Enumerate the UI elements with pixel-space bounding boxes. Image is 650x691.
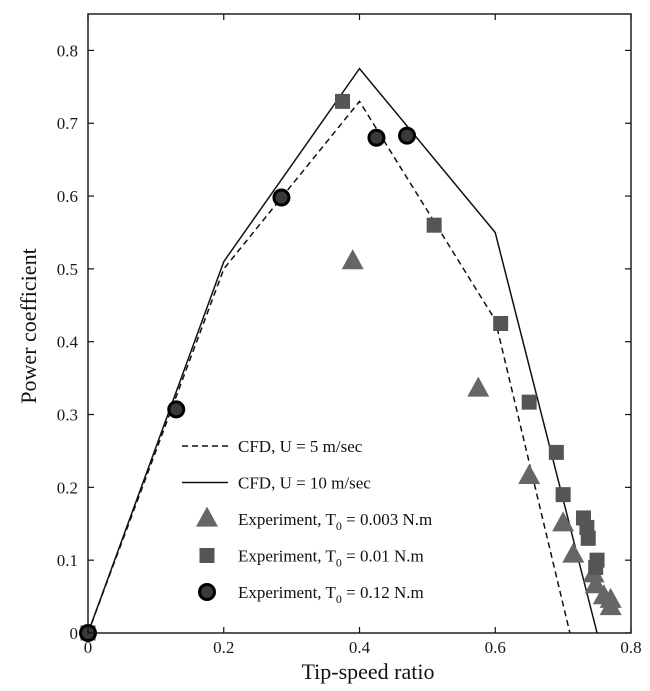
legend-label: CFD, U = 5 m/sec xyxy=(238,437,363,456)
experiment-series-triangle xyxy=(341,249,622,616)
y-axis-title: Power coefficient xyxy=(16,248,41,403)
plot-series xyxy=(79,67,622,642)
x-tick-labels: 0 0.2 0.4 0.6 0.8 xyxy=(84,638,642,657)
plot-frame xyxy=(87,13,632,634)
data-point-square xyxy=(426,217,442,233)
data-point-triangle xyxy=(518,464,541,485)
data-point-square xyxy=(555,487,571,503)
x-tick-label: 0.4 xyxy=(349,638,371,657)
y-tick-label: 0.5 xyxy=(57,260,78,279)
y-tick-label: 0.2 xyxy=(57,478,78,497)
legend-entry: Experiment, T0 = 0.003 N.m xyxy=(196,506,432,533)
legend-entry: Experiment, T0 = 0.01 N.m xyxy=(199,547,424,570)
y-tick-label: 0.8 xyxy=(57,41,78,60)
data-point-triangle xyxy=(584,573,607,594)
data-point-square xyxy=(548,444,564,460)
legend-entry: CFD, U = 5 m/sec xyxy=(182,437,363,456)
legend-label: CFD, U = 10 m/sec xyxy=(238,474,371,493)
legend-entry: CFD, U = 10 m/sec xyxy=(182,474,371,493)
data-point-circle xyxy=(167,400,186,419)
y-tick-labels: 0 0.1 0.2 0.3 0.4 0.5 0.6 0.7 0.8 xyxy=(57,41,79,643)
legend-swatch xyxy=(196,506,218,527)
x-tick-label: 0.6 xyxy=(485,638,506,657)
axis-ticks xyxy=(87,14,632,634)
data-point-triangle xyxy=(467,376,490,397)
data-point-triangle xyxy=(341,249,364,270)
legend-label: Experiment, T0 = 0.12 N.m xyxy=(238,583,424,606)
data-point-square xyxy=(588,559,604,575)
y-tick-label: 0 xyxy=(70,624,79,643)
data-point-square xyxy=(335,93,351,109)
legend-label: Experiment, T0 = 0.003 N.m xyxy=(238,510,432,533)
x-tick-label: 0 xyxy=(84,638,93,657)
cfd-10ms-line xyxy=(87,67,598,634)
y-tick-label: 0.6 xyxy=(57,187,78,206)
legend-label: Experiment, T0 = 0.01 N.m xyxy=(238,547,424,570)
cfd-5ms-line xyxy=(87,100,571,634)
data-point-square xyxy=(521,394,537,410)
data-point-triangle xyxy=(599,595,622,616)
x-axis-title: Tip-speed ratio xyxy=(301,659,434,684)
legend-entry: Experiment, T0 = 0.12 N.m xyxy=(198,583,424,606)
x-tick-label: 0.2 xyxy=(213,638,234,657)
legend-swatch xyxy=(199,548,215,563)
data-point-square xyxy=(493,316,509,331)
y-tick-label: 0.7 xyxy=(57,114,79,133)
legend-swatch xyxy=(198,583,216,601)
data-point-triangle xyxy=(562,542,585,563)
y-tick-label: 0.1 xyxy=(57,551,78,570)
data-point-square xyxy=(580,530,596,546)
y-tick-label: 0.3 xyxy=(57,406,78,425)
data-point-circle xyxy=(398,126,417,145)
x-tick-label: 0.8 xyxy=(620,638,641,657)
data-point-circle xyxy=(367,128,386,147)
data-point-triangle xyxy=(552,511,575,532)
legend: CFD, U = 5 m/sec CFD, U = 10 m/sec Experim… xyxy=(182,437,432,606)
y-tick-label: 0.4 xyxy=(57,333,79,352)
data-point-circle xyxy=(272,188,291,207)
